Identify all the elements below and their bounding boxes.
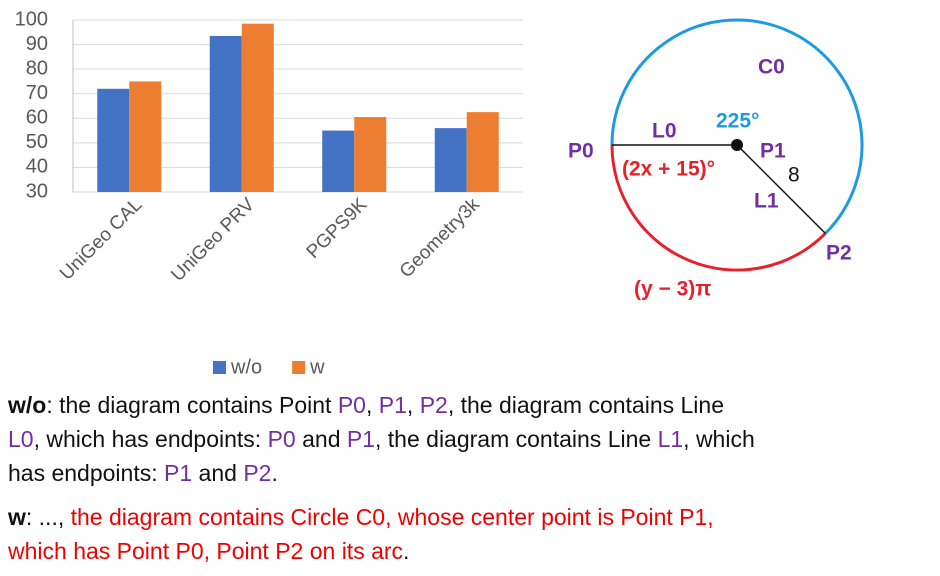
- text-span: P1: [164, 460, 193, 486]
- y-tick-label: 80: [26, 57, 48, 79]
- legend-swatch: [213, 361, 226, 374]
- center-point: [731, 139, 743, 151]
- text-span: w/o: [8, 392, 47, 418]
- bar: [241, 23, 274, 192]
- bar: [209, 35, 242, 192]
- legend-swatch: [292, 361, 306, 374]
- text-span: L1: [657, 426, 684, 452]
- bar: [354, 117, 387, 192]
- legend-label: w: [309, 356, 325, 378]
- text-span: and: [192, 460, 244, 486]
- x-tick-label: Geometry3k: [396, 194, 484, 282]
- x-tick-label: UniGeo PRV: [167, 194, 259, 286]
- label: L0: [652, 120, 677, 143]
- text-span: : ...,: [25, 504, 71, 530]
- text-span: , the diagram contains Line: [375, 426, 658, 452]
- text-span: P0: [267, 426, 296, 452]
- text-span: ,: [406, 392, 420, 418]
- major-arc: [610, 18, 864, 235]
- y-tick-label: 70: [26, 82, 48, 104]
- text-span: P1: [378, 392, 407, 418]
- label: C0: [758, 56, 785, 79]
- y-tick-label: 100: [15, 8, 48, 30]
- label: P0: [568, 140, 594, 163]
- y-tick-label: 50: [26, 131, 48, 153]
- label: L1: [754, 190, 779, 213]
- legend-label: w/o: [230, 356, 262, 378]
- text-span: .: [403, 538, 410, 564]
- label: 225°: [716, 110, 759, 133]
- bar: [97, 88, 130, 192]
- text-span: , which has endpoints:: [33, 426, 268, 452]
- bar: [322, 130, 355, 192]
- y-tick-label: 60: [26, 107, 48, 129]
- text-span: has endpoints:: [8, 460, 165, 486]
- text-span: .: [271, 460, 278, 486]
- text-span: which has Point P0, Point P2 on its arc: [8, 538, 404, 564]
- bar: [466, 112, 499, 192]
- label: (y − 3)π: [634, 278, 711, 301]
- figure: C0 L0 225° P0 P1 (2x + 15)° 8 L1 P2 (y −…: [15, 8, 864, 378]
- text-span: P2: [243, 460, 272, 486]
- label: 8: [788, 164, 800, 187]
- text-line: L0, which has endpoints: P0 and P1, the …: [8, 422, 938, 456]
- text-span: P1: [346, 426, 376, 452]
- x-tick-label: PGPS9K: [303, 194, 372, 263]
- text-line: has endpoints: P1 and P2.: [8, 456, 938, 490]
- x-tick-label: UniGeo CAL: [56, 194, 146, 284]
- text-line: which has Point P0, Point P2 on its arc.: [8, 534, 938, 568]
- text-span: L0: [8, 426, 34, 452]
- bar: [129, 81, 162, 192]
- text-span: ,: [365, 392, 379, 418]
- bar: [434, 128, 467, 192]
- text-span: the diagram contains Circle C0, whose ce…: [70, 504, 714, 530]
- geometry-diagram: C0 L0 225° P0 P1 (2x + 15)° 8 L1 P2 (y −…: [568, 18, 864, 301]
- y-tick-label: 30: [26, 180, 48, 202]
- text-span: P2: [419, 392, 448, 418]
- text-span: P0: [337, 392, 366, 418]
- label: P1: [760, 140, 786, 163]
- text-line: w: ..., the diagram contains Circle C0, …: [8, 500, 938, 534]
- caption: w/o: the diagram contains Point P0, P1, …: [8, 388, 938, 568]
- text-span: and: [295, 426, 347, 452]
- line-l1: [736, 144, 826, 234]
- label: (2x + 15)°: [622, 158, 715, 181]
- text-span: w: [8, 504, 26, 530]
- y-tick-label: 90: [26, 33, 48, 55]
- text-span: , the diagram contains Line: [447, 392, 724, 418]
- y-tick-label: 40: [26, 156, 48, 178]
- text-span: : the diagram contains Point: [46, 392, 338, 418]
- label: P2: [826, 242, 852, 265]
- text-span: , which: [683, 426, 755, 452]
- minor-arc: [610, 144, 827, 272]
- text-line: w/o: the diagram contains Point P0, P1 , …: [8, 388, 938, 422]
